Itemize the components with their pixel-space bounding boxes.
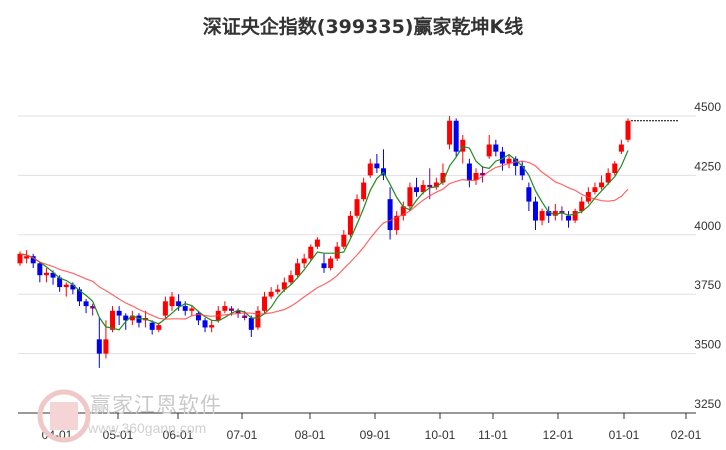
y-tick-label: 4500 — [694, 100, 721, 114]
ma-long-line — [19, 160, 629, 320]
candles — [17, 116, 631, 368]
y-tick-label: 4000 — [694, 219, 721, 233]
x-tick-label: 01-01 — [609, 428, 640, 442]
x-tick-label: 09-01 — [360, 428, 391, 442]
ma-short-line — [19, 145, 629, 331]
chart-title: 深证央企指数(399335)赢家乾坤K线 — [202, 16, 524, 38]
y-tick-label: 4250 — [694, 159, 721, 173]
x-tick-label: 08-01 — [295, 428, 326, 442]
y-tick-label: 3250 — [694, 397, 721, 411]
x-tick-label: 11-01 — [478, 428, 508, 442]
y-tick-label: 3750 — [694, 278, 721, 292]
x-tick-label: 12-01 — [543, 428, 574, 442]
x-tick-label: 05-01 — [103, 428, 134, 442]
x-tick-label: 07-01 — [227, 428, 258, 442]
watermark-logo-icon — [37, 389, 91, 443]
y-tick-label: 3500 — [694, 338, 721, 352]
x-tick-label: 02-01 — [671, 428, 702, 442]
watermark-url: www.360gann.com — [88, 420, 207, 436]
watermark-text: 赢家江恩软件 — [90, 393, 222, 417]
x-tick-label: 06-01 — [163, 428, 194, 442]
x-tick-label: 10-01 — [425, 428, 456, 442]
